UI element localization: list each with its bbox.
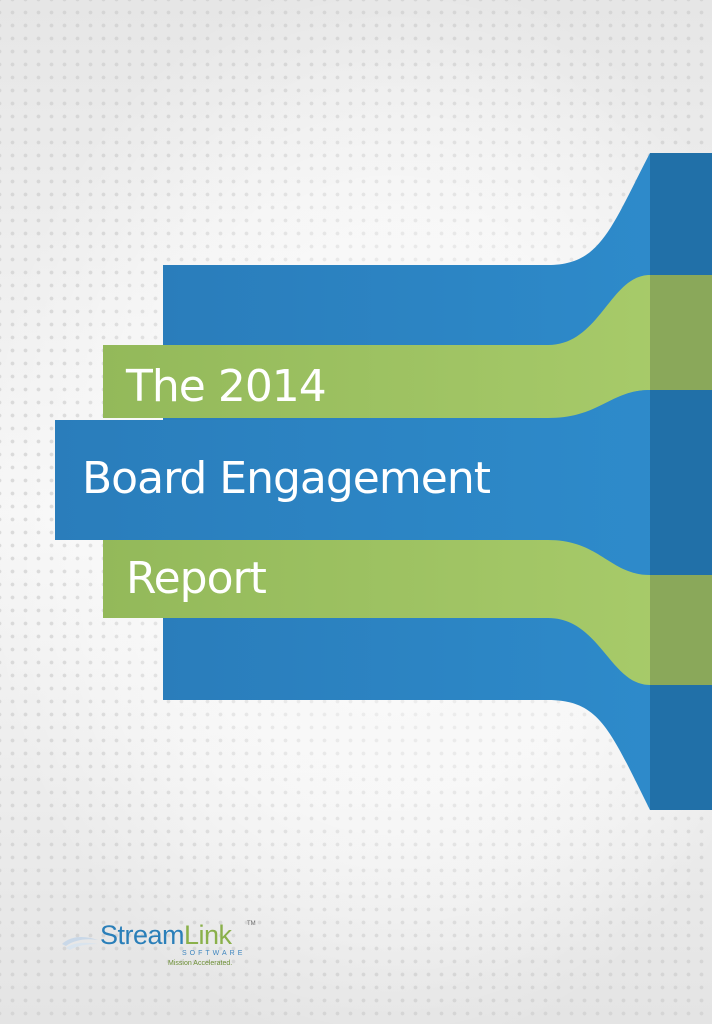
ribbon-fold-shade-blue-middle bbox=[650, 390, 712, 575]
logo-tagline: Mission Accelerated. bbox=[168, 960, 233, 967]
streamlink-logo: StreamLink TM SOFTWARE Mission Accelerat… bbox=[60, 918, 270, 980]
ribbon-fold-shade-blue-top bbox=[650, 153, 712, 275]
report-title-line-3: Report bbox=[126, 553, 267, 604]
ribbon-fold-shade-green-lower bbox=[650, 575, 712, 685]
logo-subtitle: SOFTWARE bbox=[182, 950, 246, 957]
ribbon-blue-middle bbox=[55, 390, 712, 575]
logo-brand-link: Link bbox=[184, 920, 232, 950]
ribbon-fold-shade-green-upper bbox=[650, 275, 712, 390]
ribbon-green-upper bbox=[103, 275, 712, 418]
logo-brand-name: StreamLink bbox=[100, 920, 232, 951]
ribbon-fold-shade-blue-bottom bbox=[650, 685, 712, 810]
logo-trademark: TM bbox=[247, 921, 256, 927]
logo-brand-stream: Stream bbox=[100, 920, 185, 950]
logo-swoosh-icon bbox=[62, 936, 98, 950]
report-title-line-2: Board Engagement bbox=[82, 453, 491, 504]
ribbon-green-lower bbox=[103, 540, 712, 685]
report-title-line-1: The 2014 bbox=[126, 361, 327, 412]
